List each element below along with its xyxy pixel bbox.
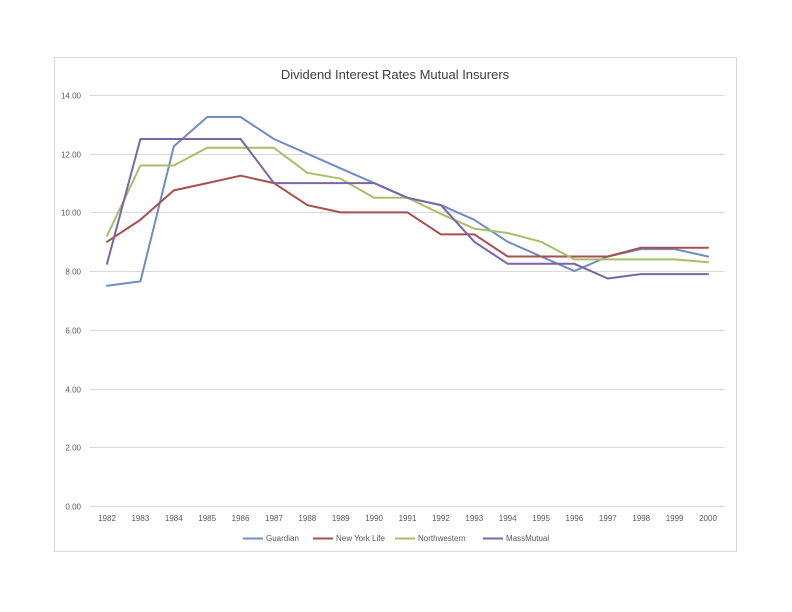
x-tick-label: 1983 [131,514,149,523]
x-tick-label: 1988 [298,514,316,523]
x-tick-label: 1984 [165,514,183,523]
series-line-massmutual [106,138,709,280]
legend-label-massmutual: MassMutual [506,534,549,543]
x-tick-label: 1993 [465,514,483,523]
series-line-new-york-life [106,174,709,258]
legend: Guardian New York Life Northwestern MassMut… [243,534,549,543]
x-tick-label: 1992 [432,514,450,523]
x-tick-label: 1990 [365,514,383,523]
legend-label-guardian: Guardian [266,534,299,543]
chart-area [54,57,737,552]
x-tick-label: 1998 [632,514,650,523]
x-tick-label: 1995 [532,514,550,523]
x-tick-label: 1989 [332,514,350,523]
x-tick-label: 1996 [566,514,584,523]
x-tick-label: 1987 [265,514,283,523]
y-tick-label: 10.00 [61,209,82,218]
x-tick-label: 1991 [399,514,417,523]
chart-title: Dividend Interest Rates Mutual Insurers [281,67,510,82]
x-axis-ticks: 1982 1983 1984 1985 1986 1987 1988 1989 1990 1991… [98,514,717,523]
x-tick-label: 1982 [98,514,116,523]
y-tick-label: 2.00 [65,444,81,453]
legend-label-new-york-life: New York Life [336,534,385,543]
x-tick-label: 2000 [699,514,717,523]
y-axis-ticks: 0.00 2.00 4.00 6.00 8.00 10.00 12.00 14.00 [61,92,82,512]
x-tick-label: 1986 [232,514,250,523]
x-tick-label: 1985 [198,514,216,523]
y-tick-label: 14.00 [61,92,82,101]
x-tick-label: 1999 [666,514,684,523]
y-tick-label: 12.00 [61,151,82,160]
legend-label-northwestern: Northwestern [418,534,466,543]
series-lines [106,116,709,287]
x-tick-label: 1997 [599,514,617,523]
x-tick-label: 1994 [499,514,517,523]
y-tick-label: 6.00 [65,327,81,336]
y-tick-label: 0.00 [65,503,81,512]
y-tick-label: 8.00 [65,268,81,277]
y-tick-label: 4.00 [65,386,81,395]
